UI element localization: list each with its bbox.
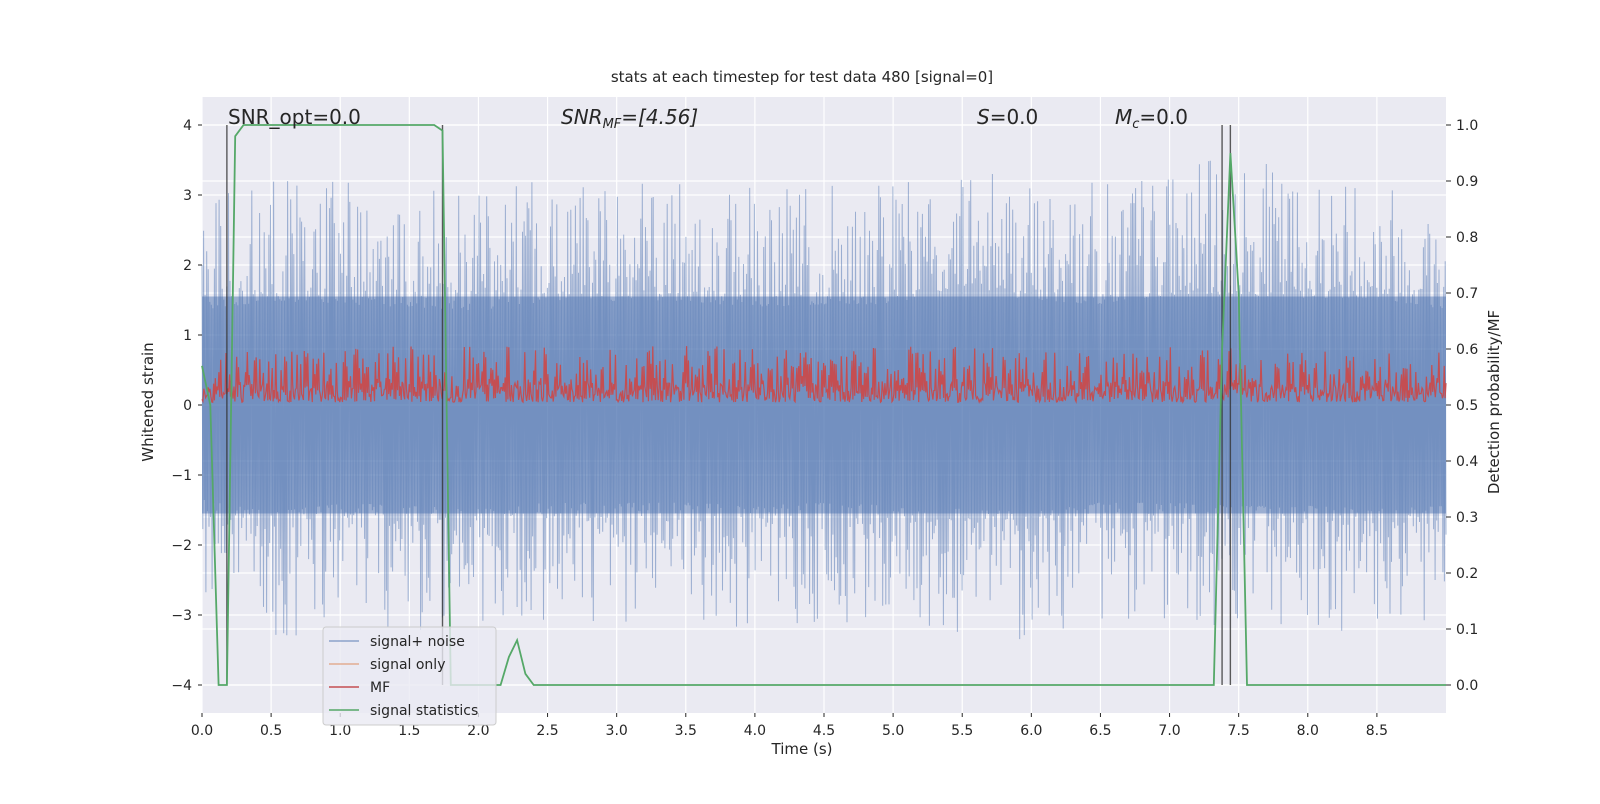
- annotation-mc-main: M: [1115, 105, 1132, 129]
- y-tick-label: −4: [171, 678, 192, 694]
- annotation-snr-opt: SNR_opt=0.0: [228, 105, 361, 129]
- annotation-mc-sub: c: [1132, 117, 1139, 132]
- y2-tick-label: 0.2: [1456, 566, 1478, 582]
- annotation-s-value: =0.0: [990, 105, 1039, 129]
- annotation-snr-mf-main: SNR: [561, 105, 603, 129]
- annotation-snr-mf-sub: MF: [603, 117, 622, 132]
- y2-tick-label: 0.5: [1456, 398, 1478, 414]
- y2-axis-label: Detection probability/MF: [1485, 310, 1503, 494]
- y-tick-label: −2: [171, 538, 192, 554]
- annotation-s: S=0.0: [977, 105, 1038, 129]
- x-tick-label: 5.0: [882, 723, 904, 739]
- x-tick-label: 5.5: [951, 723, 973, 739]
- y2-tick-label: 0.7: [1456, 286, 1478, 302]
- y-tick-label: 1: [183, 328, 192, 344]
- x-axis-ticks: 0.0 0.5 1.0 1.5 2.0 2.5 3.0 3.5 4.0 4.5 5.0 5.5 6.0 6…: [191, 713, 1388, 739]
- y-axis-label: Whitened strain: [139, 342, 157, 461]
- x-tick-label: 1.5: [398, 723, 420, 739]
- legend-label-mf: MF: [370, 680, 390, 696]
- legend-label-signal-statistics: signal statistics: [370, 703, 478, 719]
- y-tick-label: 4: [183, 118, 192, 134]
- legend-frame: [322, 626, 497, 726]
- y2-tick-label: 0.9: [1456, 174, 1478, 190]
- legend: signal+ noise signal only MF signal stat…: [322, 626, 497, 726]
- x-tick-label: 6.5: [1089, 723, 1111, 739]
- x-tick-label: 2.0: [467, 723, 489, 739]
- y-tick-label: 2: [183, 258, 192, 274]
- y-axis-ticks: 4 3 2 1 0 −1 −2 −3 −4: [171, 118, 202, 694]
- y2-tick-label: 0.4: [1456, 454, 1478, 470]
- x-tick-label: 7.5: [1228, 723, 1250, 739]
- y2-tick-label: 1.0: [1456, 118, 1478, 134]
- x-tick-label: 1.0: [329, 723, 351, 739]
- x-tick-label: 8.5: [1366, 723, 1388, 739]
- y-tick-label: 3: [183, 188, 192, 204]
- x-tick-label: 3.5: [675, 723, 697, 739]
- chart-title: stats at each timestep for test data 480…: [611, 68, 993, 86]
- y2-tick-label: 0.6: [1456, 342, 1478, 358]
- annotation-mc-value: =0.0: [1139, 105, 1188, 129]
- x-tick-label: 2.5: [536, 723, 558, 739]
- marker-vlines: [226, 125, 1232, 685]
- annotation-snr-mf: SNRMF=[4.56]: [561, 105, 698, 132]
- legend-label-noise: signal+ noise: [370, 634, 465, 650]
- x-tick-label: 4.0: [744, 723, 766, 739]
- y-tick-label: 0: [183, 398, 192, 414]
- mf-trace: [201, 346, 1447, 405]
- y2-tick-label: 0.0: [1456, 678, 1478, 694]
- noise-trace: [201, 160, 1447, 640]
- legend-label-signal-only: signal only: [370, 657, 445, 673]
- annotation-snr-mf-value: =[4.56]: [621, 105, 698, 129]
- x-tick-label: 3.0: [606, 723, 628, 739]
- mf-series: [201, 346, 1447, 405]
- x-tick-label: 0.5: [260, 723, 282, 739]
- y2-axis-ticks: 1.0 0.9 0.8 0.7 0.6 0.5 0.4 0.3 0.2 0.1 0.0: [1446, 118, 1478, 694]
- y-tick-label: −1: [171, 468, 192, 484]
- x-axis-label: Time (s): [771, 740, 833, 758]
- x-tick-label: 7.0: [1158, 723, 1180, 739]
- y2-tick-label: 0.1: [1456, 622, 1478, 638]
- x-tick-label: 4.5: [813, 723, 835, 739]
- y2-tick-label: 0.3: [1456, 510, 1478, 526]
- y2-tick-label: 0.8: [1456, 230, 1478, 246]
- annotation-mc: Mc=0.0: [1115, 105, 1188, 132]
- annotation-s-main: S: [977, 105, 990, 129]
- y-tick-label: −3: [171, 608, 192, 624]
- x-tick-label: 6.0: [1020, 723, 1042, 739]
- x-tick-label: 0.0: [191, 723, 213, 739]
- x-tick-label: 8.0: [1297, 723, 1319, 739]
